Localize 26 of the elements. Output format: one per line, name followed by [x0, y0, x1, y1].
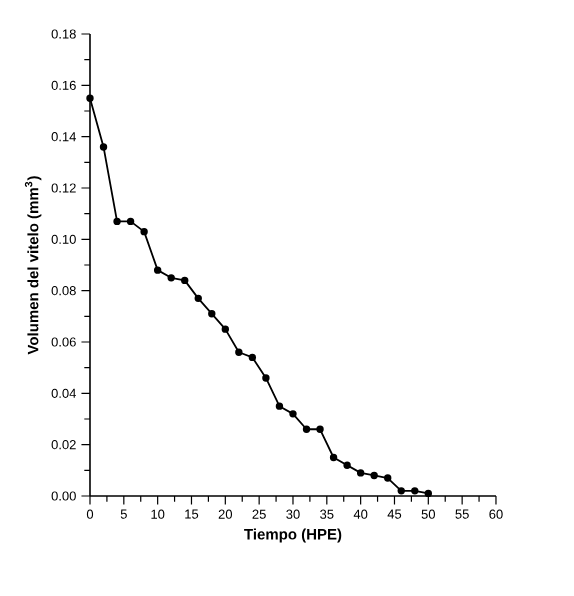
point — [411, 487, 419, 495]
point — [221, 325, 230, 333]
point — [140, 227, 148, 236]
point — [126, 217, 135, 226]
point — [153, 266, 162, 274]
point — [235, 348, 243, 356]
point — [329, 453, 338, 462]
point — [275, 402, 284, 410]
point — [356, 469, 365, 477]
point — [384, 474, 392, 482]
point — [289, 410, 297, 418]
point — [208, 310, 216, 318]
point — [167, 274, 175, 282]
point — [262, 374, 270, 382]
point — [86, 94, 94, 102]
point — [194, 294, 202, 303]
point — [181, 276, 189, 285]
point — [370, 471, 378, 480]
point — [397, 487, 405, 495]
point — [113, 217, 121, 226]
point — [424, 489, 433, 498]
point — [248, 353, 257, 362]
point — [302, 425, 311, 433]
point — [316, 425, 324, 433]
point — [343, 461, 351, 469]
point — [99, 143, 108, 151]
